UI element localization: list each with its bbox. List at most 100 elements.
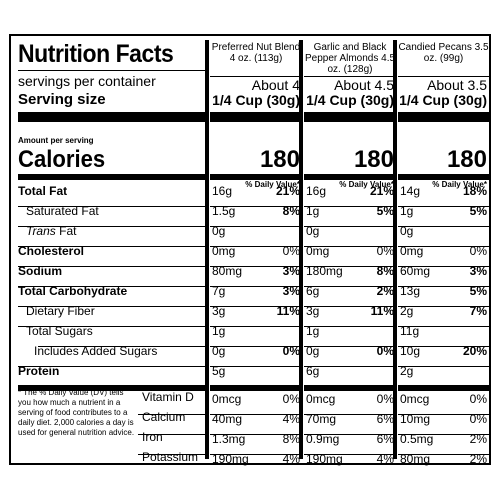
nutrient-dv: 18% (462, 184, 487, 198)
medium-bar (18, 385, 206, 391)
nutrient-amount: 7g (212, 284, 226, 298)
vitamin-amount: 190mg (306, 452, 343, 466)
vitamin-dv: 2% (469, 452, 487, 466)
vitamin-d-label: Vitamin D (142, 390, 194, 404)
vitamin-amount: 40mg (212, 412, 243, 426)
medium-bar (18, 174, 206, 180)
product-column-3: Candied Pecans 3.5 oz. (99g) About 3.5 1/4… (398, 40, 489, 465)
divider (210, 414, 302, 415)
nutrient-amount: 0g (212, 344, 226, 358)
divider (18, 70, 206, 71)
nutrient-amount: 3g (306, 304, 320, 318)
vitamin-dv: 0% (469, 412, 487, 426)
product-column-2: Garlic and Black Pepper Almonds 4.5 oz. … (304, 40, 396, 465)
column-separator (299, 40, 303, 459)
divider (304, 454, 396, 455)
divider (304, 434, 396, 435)
divider (210, 346, 302, 347)
divider (18, 326, 206, 327)
nutrient-dv: 0% (376, 244, 394, 258)
nutrient-dv: 21% (369, 184, 394, 198)
nutrient-dv: 5% (376, 204, 394, 218)
nutrient-dv: 5% (469, 284, 487, 298)
divider (38, 346, 206, 347)
divider (210, 454, 302, 455)
divider (210, 326, 302, 327)
divider (210, 76, 302, 77)
vitamin-dv: 8% (282, 432, 300, 446)
nutrient-amount: 0g (306, 224, 320, 238)
nutrient-dv: 0% (376, 344, 394, 358)
divider (138, 434, 206, 435)
calories-value: 180 (259, 146, 300, 173)
vitamin-amount: 10mg (400, 412, 431, 426)
nutrient-amount: 60mg (400, 264, 431, 278)
nutrient-total-sugars: Total Sugars (26, 324, 93, 338)
divider (304, 226, 396, 227)
vitamin-dv: 0% (282, 392, 300, 406)
medium-bar (210, 174, 302, 180)
nutrient-cholesterol: Cholesterol (18, 244, 85, 258)
vitamin-dv: 2% (469, 432, 487, 446)
nutrient-dv: 3% (282, 264, 300, 278)
trans-prefix: Trans (26, 224, 56, 238)
divider (398, 326, 489, 327)
divider (138, 454, 206, 455)
product-name: Garlic and Black Pepper Almonds 4.5 oz. … (304, 42, 396, 75)
nutrient-dv: 2% (376, 284, 394, 298)
divider (18, 266, 206, 267)
product-name: Candied Pecans 3.5 oz. (99g) (398, 42, 489, 64)
vitamin-dv: 6% (376, 432, 394, 446)
nutrient-amount: 0g (400, 224, 414, 238)
vitamin-amount: 80mg (400, 452, 431, 466)
vitamin-amount: 1.3mg (212, 432, 246, 446)
divider (304, 266, 396, 267)
nutrient-dv: 8% (376, 264, 394, 278)
nutrient-amount: 0g (212, 224, 226, 238)
nutrient-dv: 21% (275, 184, 300, 198)
nutrient-amount: 0g (306, 344, 320, 358)
divider (304, 414, 396, 415)
nutrient-added-sugars: Includes Added Sugars (34, 344, 158, 358)
label-column: Nutrition Facts servings per container S… (18, 40, 206, 463)
vitamin-dv: 4% (282, 452, 300, 466)
nutrient-trans-fat: Trans Fat (26, 225, 76, 237)
medium-bar (398, 385, 489, 391)
divider (210, 286, 302, 287)
divider (18, 286, 206, 287)
divider (18, 246, 206, 247)
nutrient-dv: 5% (469, 204, 487, 218)
vitamin-dv: 0% (469, 392, 487, 406)
servings-value: About 4.5 (334, 77, 394, 93)
divider (398, 76, 489, 77)
vitamin-amount: 0mcg (400, 392, 430, 406)
medium-bar (210, 385, 302, 391)
nutrient-amount: 1.5g (212, 204, 236, 218)
dv-footnote: * The % Daily Value (DV) tells you how m… (18, 388, 135, 437)
nutrient-amount: 16g (306, 184, 327, 198)
nutrient-saturated-fat: Saturated Fat (26, 204, 99, 218)
divider (18, 206, 206, 207)
nutrient-dietary-fiber: Dietary Fiber (26, 304, 95, 318)
nutrient-dv: 0% (282, 244, 300, 258)
servings-value: About 3.5 (427, 77, 487, 93)
divider (398, 434, 489, 435)
vitamin-amount: 0.9mg (306, 432, 340, 446)
servings-value: About 4 (251, 77, 300, 93)
nutrient-amount: 1g (306, 204, 320, 218)
nutrient-amount: 0mg (306, 244, 330, 258)
vitamin-amount: 0mcg (306, 392, 336, 406)
medium-bar (304, 385, 396, 391)
column-separator (393, 40, 397, 459)
divider (18, 226, 206, 227)
divider (18, 306, 206, 307)
calories-value: 180 (446, 146, 487, 173)
nutrient-amount: 13g (400, 284, 421, 298)
nutrient-amount: 0mg (212, 244, 236, 258)
nutrient-dv: 11% (276, 304, 300, 318)
divider (210, 226, 302, 227)
nutrient-sodium: Sodium (18, 264, 62, 278)
nutrient-amount: 1g (212, 324, 226, 338)
nutrient-amount: 6g (306, 284, 320, 298)
calories-value: 180 (353, 146, 394, 173)
